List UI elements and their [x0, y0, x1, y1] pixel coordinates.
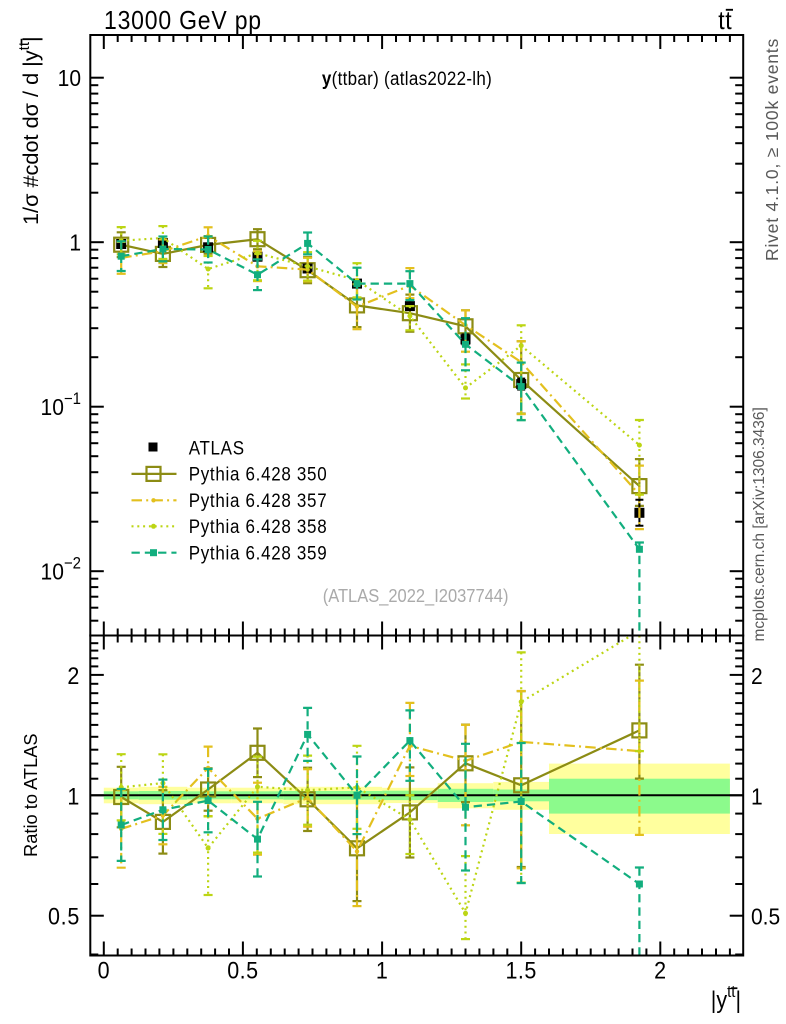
svg-text:1: 1	[67, 783, 80, 809]
svg-text:ATLAS: ATLAS	[189, 436, 245, 458]
svg-text:y(ttbar) (atlas2022-lh): y(ttbar) (atlas2022-lh)	[322, 67, 492, 89]
svg-text:|ytt|: |ytt|	[711, 983, 741, 1013]
svg-text:0.5: 0.5	[227, 956, 258, 983]
svg-text:Pythia 6.428 350: Pythia 6.428 350	[189, 463, 328, 485]
svg-text:0: 0	[98, 956, 110, 983]
svg-text:0.5: 0.5	[751, 904, 780, 930]
svg-text:1: 1	[69, 230, 81, 256]
svg-text:(ATLAS_2022_I2037744): (ATLAS_2022_I2037744)	[323, 585, 509, 606]
svg-text:mcplots.cern.ch [arXiv:1306.34: mcplots.cern.ch [arXiv:1306.3436]	[751, 407, 768, 641]
svg-text:10: 10	[58, 65, 81, 91]
svg-text:2: 2	[654, 956, 666, 983]
svg-text:2: 2	[67, 663, 80, 689]
svg-text:1.5: 1.5	[505, 956, 536, 983]
svg-text:1/σ #cdot dσ / d |ytt|: 1/σ #cdot dσ / d |ytt|	[16, 36, 43, 225]
svg-text:1: 1	[376, 956, 388, 983]
svg-text:Pythia 6.428 357: Pythia 6.428 357	[189, 489, 328, 511]
svg-text:1: 1	[751, 783, 763, 809]
svg-text:Ratio to ATLAS: Ratio to ATLAS	[20, 733, 41, 857]
svg-text:2: 2	[751, 663, 763, 689]
svg-text:tt: tt	[718, 7, 732, 36]
svg-text:13000 GeV pp: 13000 GeV pp	[104, 7, 262, 36]
svg-text:Pythia 6.428 358: Pythia 6.428 358	[189, 515, 328, 537]
svg-text:Pythia 6.428 359: Pythia 6.428 359	[189, 541, 328, 563]
svg-text:Rivet 4.1.0, ≥ 100k events: Rivet 4.1.0, ≥ 100k events	[762, 38, 782, 261]
svg-text:0.5: 0.5	[48, 904, 80, 930]
